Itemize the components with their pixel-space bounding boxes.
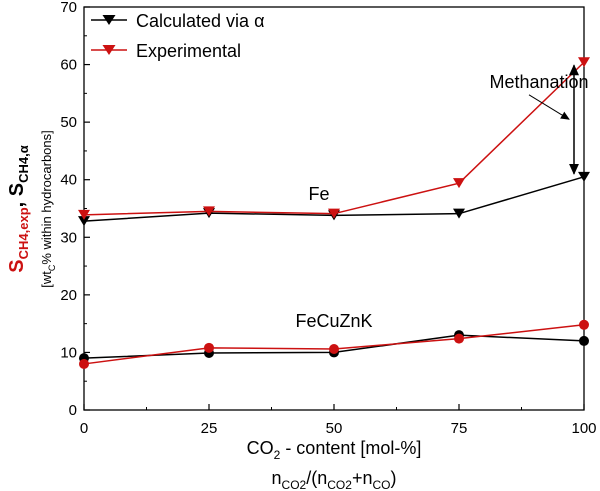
x-axis-label: CO2 - content [mol-%]	[247, 438, 422, 462]
series-layer	[78, 57, 590, 369]
point-fe-experimental	[203, 206, 215, 217]
point-fe-calculated-via	[578, 171, 590, 182]
svg-text:[wtC% within hydrocarbons]: [wtC% within hydrocarbons]	[39, 130, 57, 288]
point-fecuznk-experimental	[579, 319, 589, 330]
y-tick-label: 50	[60, 114, 77, 131]
y-tick-label: 0	[69, 402, 77, 419]
x-axis-ticks: 0 25 50 75 100	[80, 404, 597, 437]
x-tick-label: 100	[571, 420, 596, 437]
annotation-fecuznk: FeCuZnK	[295, 311, 372, 331]
legend-label-calculated: Calculated via α	[136, 11, 264, 31]
y-axis-ticks: 0 10 20 30 40 50 60 70	[60, 0, 90, 419]
legend-marker-calculated	[102, 15, 116, 25]
x-tick-label: 75	[451, 420, 468, 437]
annotation-fe: Fe	[308, 184, 329, 204]
x-tick-label: 50	[326, 420, 343, 437]
point-fecuznk-experimental	[204, 342, 214, 353]
x-tick-label: 25	[201, 420, 218, 437]
y-tick-label: 60	[60, 57, 77, 74]
point-fecuznk-calculated-via	[579, 335, 589, 346]
point-fe-experimental	[578, 57, 590, 68]
point-fe-experimental	[328, 208, 340, 219]
point-fecuznk-experimental	[454, 333, 464, 344]
point-fe-experimental	[78, 209, 90, 220]
point-fe-calculated-via	[453, 208, 465, 219]
y-tick-label: 20	[60, 287, 77, 304]
y-axis-label-unit: [wtC% within hydrocarbons]	[39, 130, 57, 288]
y-axis-label: SCH4,exp, SCH4,α	[6, 145, 31, 272]
point-fe-calculated-via	[78, 216, 90, 227]
annotation-methanation: Methanation	[489, 72, 588, 92]
y-tick-label: 70	[60, 0, 77, 16]
legend: Calculated via α Experimental	[91, 11, 264, 61]
x-axis-label-secondary: nCO2/(nCO2+nCO)	[272, 468, 397, 491]
y-tick-label: 40	[60, 172, 77, 189]
legend-marker-experimental	[102, 45, 116, 55]
point-fecuznk-experimental	[79, 358, 89, 369]
point-fecuznk-experimental	[329, 343, 339, 354]
y-tick-label: 30	[60, 229, 77, 246]
point-fe-experimental	[453, 178, 465, 189]
svg-text:SCH4,exp, SCH4,α: SCH4,exp, SCH4,α	[6, 145, 31, 272]
legend-label-experimental: Experimental	[136, 41, 241, 61]
methanation-pointer-arrow	[528, 94, 570, 120]
x-tick-label: 0	[80, 420, 88, 437]
y-tick-label: 10	[60, 344, 77, 361]
